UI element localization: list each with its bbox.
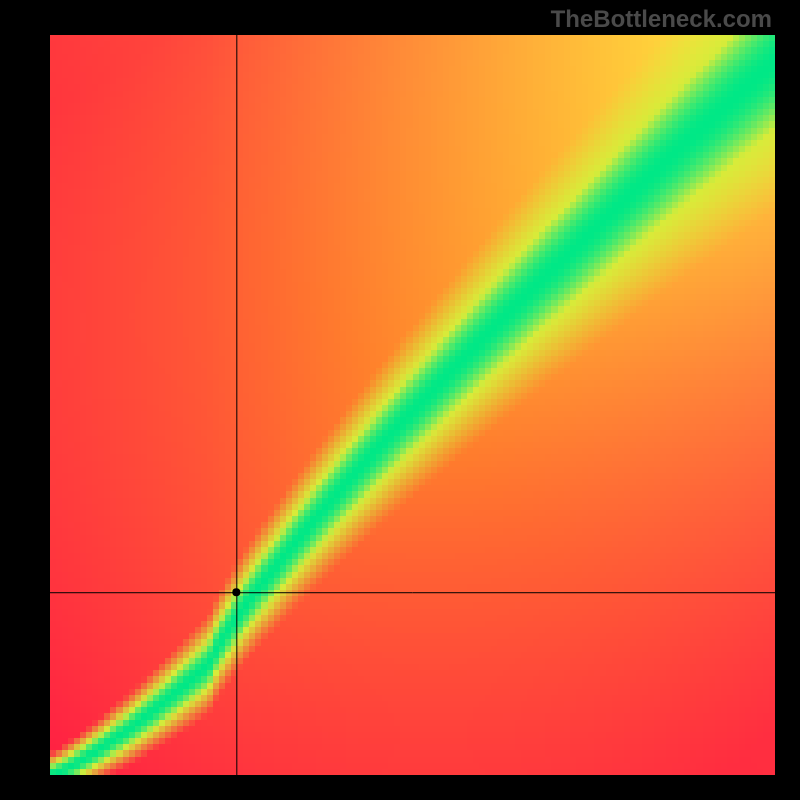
bottleneck-heatmap bbox=[50, 35, 775, 775]
watermark-text: TheBottleneck.com bbox=[551, 6, 772, 34]
